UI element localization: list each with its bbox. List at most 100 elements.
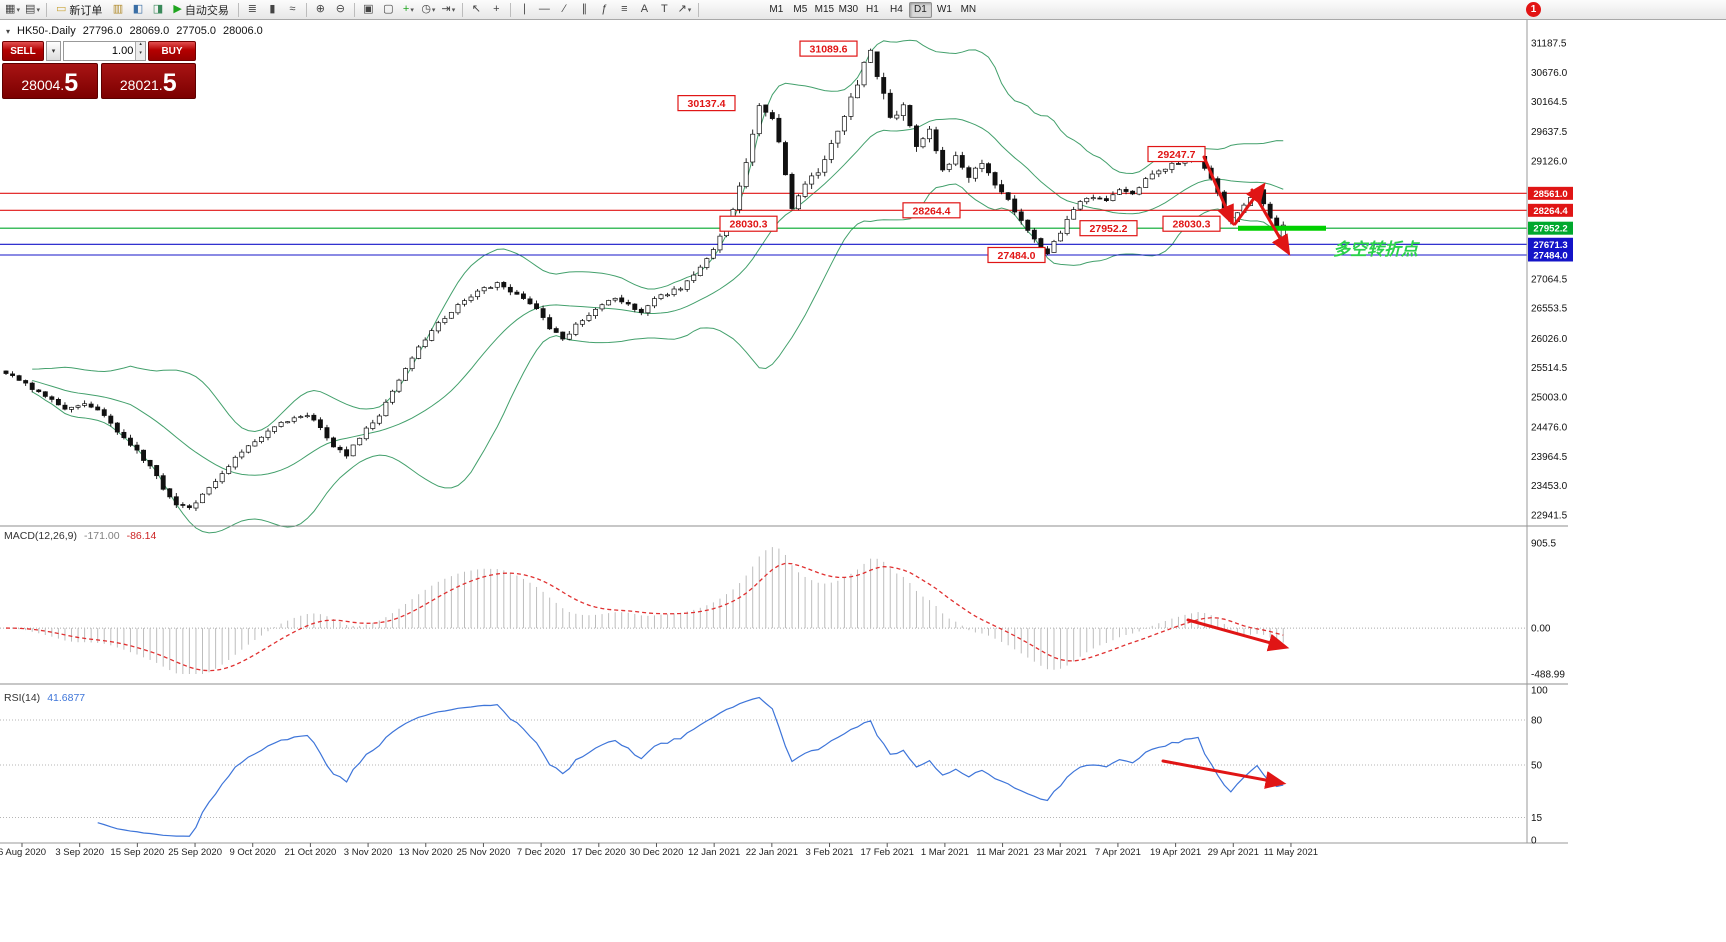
data-window-glyph-icon: ◧ [132, 3, 144, 15]
periods-dropdown-icon[interactable]: ▾ [431, 6, 436, 14]
notification-badge[interactable]: 1 [1526, 2, 1541, 17]
svg-text:80: 80 [1531, 716, 1543, 727]
svg-text:26553.5: 26553.5 [1531, 304, 1568, 315]
toolbar-separator [353, 2, 355, 17]
chart-canvas[interactable]: MACD(12,26,9) -171.00 -86.14 RSI(14) 41.6877… [0, 20, 1726, 862]
svg-text:27671.3: 27671.3 [1533, 240, 1567, 251]
line-studies-glyph-icon: ≡ [621, 3, 628, 15]
panel-splitters[interactable] [0, 20, 1568, 844]
equidistant-channel-icon[interactable]: ∥ [575, 1, 594, 18]
buy-price-main: 28021. [119, 77, 163, 93]
profiles-icon[interactable]: ▤ ▾ [23, 1, 42, 18]
timeframe-w1-button[interactable]: W1 [936, 4, 952, 15]
volume-input[interactable] [64, 42, 136, 60]
price-axis[interactable]: 31187.5 30676.0 30164.5 29637.5 29126.0 27064… [1528, 39, 1573, 847]
trendline-icon[interactable]: ∕ [555, 1, 574, 18]
svg-text:15: 15 [1531, 813, 1543, 824]
trend-arrow[interactable] [1186, 618, 1290, 652]
volume-down-icon[interactable]: ▾ [135, 51, 145, 60]
drawn-annotations[interactable]: 31089.6 30137.4 29247.7 28264.4 28030.3 27952… [677, 40, 1421, 789]
text-label-glyph-icon: T [661, 3, 668, 15]
new-chart-dropdown-icon[interactable]: ▾ [16, 6, 20, 14]
autotrading-glyph-icon: ▶ [173, 3, 182, 15]
chart-open-value: 27796.0 [82, 25, 123, 37]
equidistant-channel-glyph-icon: ∥ [581, 3, 588, 15]
zoom-out-icon[interactable]: ⊖ [331, 1, 350, 18]
svg-text:30137.4: 30137.4 [688, 98, 726, 110]
rsi-label: RSI(14) 41.6877 [4, 692, 85, 704]
crosshair-icon[interactable]: + [487, 1, 506, 18]
svg-text:19 Apr 2021: 19 Apr 2021 [1150, 847, 1201, 858]
sell-price-display[interactable]: 28004. 5 [2, 63, 98, 99]
cascade-windows-icon[interactable]: ▢ [379, 1, 398, 18]
svg-text:11 Mar 2021: 11 Mar 2021 [976, 847, 1029, 858]
cursor-icon[interactable]: ↖ [467, 1, 486, 18]
svg-text:30 Dec 2020: 30 Dec 2020 [630, 847, 684, 858]
toolbar-separator [305, 2, 307, 17]
templates-icon[interactable]: ⇥ ▾ [439, 1, 458, 18]
svg-text:7 Dec 2020: 7 Dec 2020 [517, 847, 566, 858]
timeframe-m30-button[interactable]: M30 [838, 4, 859, 15]
line-chart-mode-icon[interactable]: ≈ [283, 1, 302, 18]
svg-text:6 Aug 2020: 6 Aug 2020 [0, 847, 46, 858]
tile-windows-glyph-icon: ▣ [363, 3, 374, 15]
sell-price-main: 28004. [21, 77, 65, 93]
timeframe-h4-button[interactable]: H4 [889, 4, 903, 15]
svg-text:3 Nov 2020: 3 Nov 2020 [344, 847, 393, 858]
autotrading-label: 自动交易 [184, 4, 229, 17]
buy-button[interactable]: BUY [148, 41, 196, 61]
svg-text:9 Oct 2020: 9 Oct 2020 [229, 847, 275, 858]
turning-point-note[interactable]: 多空转折点 [1333, 240, 1421, 259]
arrows-tool-dropdown-icon[interactable]: ▾ [687, 6, 692, 14]
svg-text:27952.2: 27952.2 [1533, 224, 1567, 235]
periods-icon[interactable]: ◷ ▾ [419, 1, 438, 18]
horizontal-line-icon[interactable]: ― [535, 1, 554, 18]
date-axis[interactable]: 6 Aug 2020 3 Sep 2020 15 Sep 2020 25 Sep 20… [0, 843, 1318, 858]
bollinger-bands [31, 39, 1284, 534]
profiles-dropdown-icon[interactable]: ▾ [36, 6, 40, 14]
text-icon[interactable]: A [635, 1, 654, 18]
indicators-add-dropdown-icon[interactable]: ▾ [410, 6, 414, 14]
new-order-label: 新订单 [69, 4, 103, 17]
templates-dropdown-icon[interactable]: ▾ [451, 6, 456, 14]
volume-up-icon[interactable]: ▴ [135, 42, 145, 51]
svg-text:25003.0: 25003.0 [1531, 393, 1568, 404]
text-label-icon[interactable]: T [655, 1, 674, 18]
timeframe-m15-button[interactable]: M15 [814, 4, 835, 15]
trend-arrow[interactable] [1233, 182, 1266, 226]
svg-text:27484.0: 27484.0 [1533, 250, 1567, 261]
timeframe-mn-button[interactable]: MN [960, 4, 977, 15]
buy-price-display[interactable]: 28021. 5 [100, 63, 196, 99]
indicators-add-icon[interactable]: + ▾ [399, 1, 418, 18]
chart-symbol-period: HK50-.Daily [17, 25, 76, 37]
market-watch-icon[interactable]: ▥ [108, 1, 127, 18]
timeframe-h1-button[interactable]: H1 [865, 4, 879, 15]
new-order-button[interactable]: ▭ 新订单 [51, 1, 107, 18]
navigator-icon[interactable]: ◨ [148, 1, 167, 18]
zoom-in-icon[interactable]: ⊕ [311, 1, 330, 18]
vertical-line-icon[interactable]: ∣ [515, 1, 534, 18]
svg-text:29637.5: 29637.5 [1531, 127, 1568, 138]
collapse-panel-icon[interactable]: ▾ [6, 26, 11, 36]
trend-arrow[interactable] [1202, 155, 1234, 227]
trend-arrow[interactable] [1161, 759, 1287, 789]
volume-dropdown-button[interactable]: ▾ [46, 41, 61, 61]
autotrading-button[interactable]: ▶ 自动交易 [168, 1, 233, 18]
data-window-icon[interactable]: ◧ [128, 1, 147, 18]
line-studies-icon[interactable]: ≡ [615, 1, 634, 18]
arrows-tool-icon[interactable]: ↗ ▾ [675, 1, 694, 18]
trend-arrow[interactable] [1250, 188, 1291, 256]
new-chart-icon[interactable]: ▦ ▾ [3, 1, 22, 18]
timeframe-d1-button[interactable]: D1 [908, 1, 932, 18]
chart-low-value: 27705.0 [176, 25, 216, 37]
fibonacci-icon[interactable]: ƒ [595, 1, 614, 18]
timeframe-m5-button[interactable]: M5 [793, 4, 808, 15]
bar-chart-mode-icon[interactable]: ≣ [243, 1, 262, 18]
svg-text:29247.7: 29247.7 [1158, 149, 1196, 161]
tile-windows-icon[interactable]: ▣ [359, 1, 378, 18]
chart-close-value: 28006.0 [223, 25, 263, 37]
sell-button[interactable]: SELL [2, 41, 44, 61]
candlestick-mode-icon[interactable]: ▮ [263, 1, 282, 18]
line-chart-mode-glyph-icon: ≈ [289, 3, 296, 15]
timeframe-m1-button[interactable]: M1 [769, 4, 784, 15]
